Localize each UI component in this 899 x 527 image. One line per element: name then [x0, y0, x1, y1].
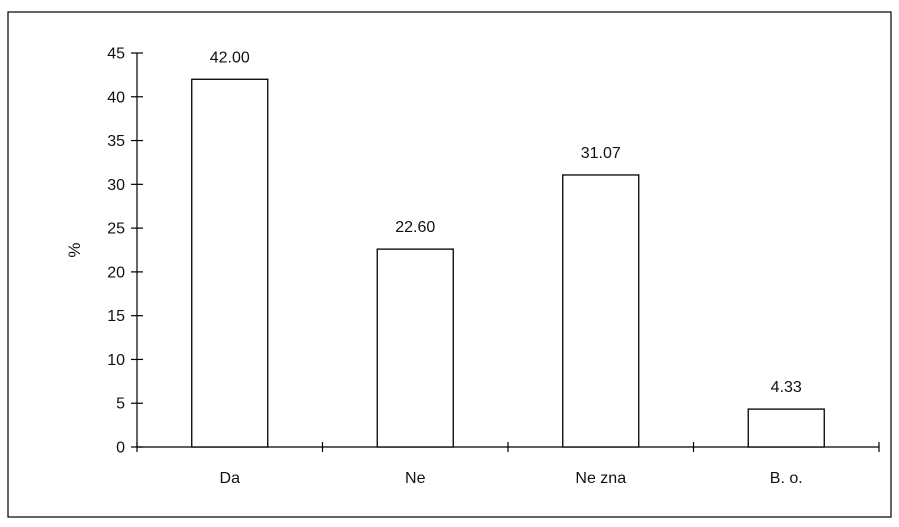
x-category-label: Ne zna: [575, 470, 626, 487]
bar-value-label: 31.07: [581, 145, 621, 162]
y-tick-label: 30: [107, 177, 125, 194]
x-category-label: Ne: [405, 470, 426, 487]
chart-frame: [7, 11, 892, 518]
bar-value-label: 42.00: [210, 49, 250, 66]
labels-group: 0 5 10 15 20 25 30 35 40 45 42.00 Da 22.60 Ne 31.07 Ne …: [107, 46, 803, 488]
y-axis-title: %: [65, 242, 84, 257]
y-tick-label: 10: [107, 352, 125, 369]
y-tick-label: 5: [116, 396, 125, 413]
y-tick-label: 25: [107, 221, 125, 238]
bar: [562, 174, 640, 448]
bar-value-label: 4.33: [771, 379, 802, 396]
y-tick-label: 20: [107, 264, 125, 281]
bar: [747, 408, 825, 448]
y-tick-label: 35: [107, 133, 125, 150]
bar-value-label: 22.60: [395, 219, 435, 236]
x-category-label: Da: [220, 470, 241, 487]
x-category-label: B. o.: [770, 470, 803, 487]
bar: [376, 248, 454, 448]
y-tick-label: 15: [107, 308, 125, 325]
y-tick-label: 0: [116, 440, 125, 457]
y-tick-label: 45: [107, 46, 125, 63]
y-tick-label: 40: [107, 89, 125, 106]
bar: [191, 78, 269, 448]
bars-group: [191, 78, 825, 448]
